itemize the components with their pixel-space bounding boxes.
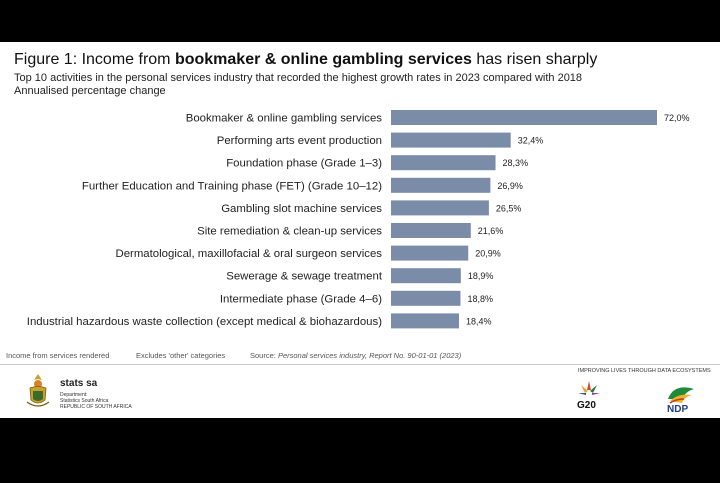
value-label-5: 21,6%: [478, 226, 504, 236]
value-label-9: 18,4%: [466, 316, 492, 326]
g20-logo-icon: [578, 381, 600, 395]
value-label-6: 20,9%: [475, 249, 501, 259]
category-label-3: Further Education and Training phase (FE…: [82, 180, 382, 192]
bar-3: [391, 177, 491, 193]
bar-5: [391, 223, 471, 238]
footnote-excludes: Excludes 'other' categories: [136, 351, 226, 360]
category-label-1: Performing arts event production: [217, 135, 382, 147]
org-department: Department: Statistics South Africa REPU…: [60, 392, 132, 410]
value-label-7: 18,9%: [468, 271, 494, 281]
category-label-0: Bookmaker & online gambling services: [186, 113, 383, 125]
bar-1: [391, 132, 511, 148]
tagline: IMPROVING LIVES THROUGH DATA ECOSYSTEMS: [578, 368, 711, 374]
figure-title: Figure 1: Income from bookmaker & online…: [14, 51, 598, 68]
category-label-8: Intermediate phase (Grade 4–6): [220, 293, 382, 305]
value-label-4: 26,5%: [496, 203, 522, 213]
coat-of-arms-icon: [26, 374, 50, 407]
value-label-0: 72,0%: [664, 113, 690, 123]
figure-subtitle: Top 10 activities in the personal servic…: [14, 72, 583, 84]
category-label-2: Foundation phase (Grade 1–3): [226, 158, 382, 170]
bar-7: [391, 268, 461, 284]
category-label-5: Site remediation & clean-up services: [197, 226, 382, 238]
footer-divider: [0, 364, 720, 365]
figure-unit-label: Annualised percentage change: [14, 85, 166, 97]
bar-9: [391, 313, 459, 329]
footnote-source: Source: Personal services industry, Repo…: [250, 351, 462, 360]
value-label-2: 28,3%: [503, 158, 529, 168]
bar-6: [391, 245, 469, 261]
category-label-9: Industrial hazardous waste collection (e…: [27, 316, 382, 328]
category-label-7: Sewerage & sewage treatment: [226, 271, 383, 283]
bar-2: [391, 155, 496, 171]
footnote-income: Income from services rendered: [6, 351, 110, 360]
bar-8: [391, 290, 461, 306]
value-label-8: 18,8%: [467, 294, 493, 304]
bar-chart: Bookmaker & online gambling services 72,0…: [27, 110, 690, 329]
g20-label: G20: [577, 400, 596, 411]
ndp-logo-icon: NDP: [667, 387, 694, 413]
category-label-6: Dermatological, maxillofacial & oral sur…: [115, 248, 382, 260]
figure-slide: Figure 1: Income from bookmaker & online…: [0, 42, 720, 418]
category-label-4: Gambling slot machine services: [221, 203, 382, 215]
bar-0: [391, 110, 657, 125]
ndp-label: NDP: [667, 404, 688, 413]
org-name: stats sa: [60, 378, 98, 389]
bar-4: [391, 200, 489, 216]
value-label-1: 32,4%: [518, 136, 544, 146]
value-label-3: 26,9%: [497, 181, 523, 191]
